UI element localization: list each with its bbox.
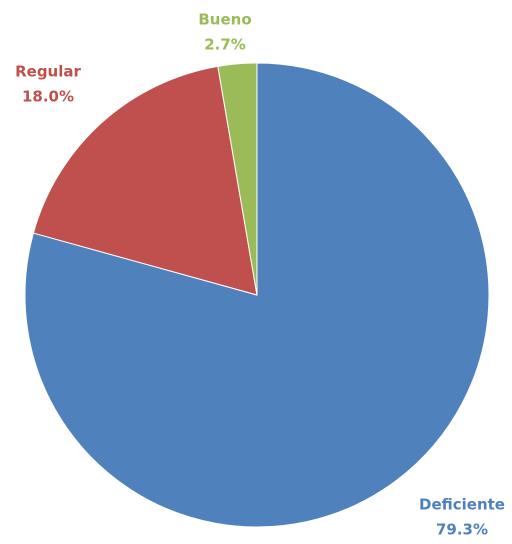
slice-category-label: Regular [15, 63, 81, 81]
slice-category-label: Deficiente [419, 496, 505, 514]
pie-slice [217, 62, 258, 296]
slice-value-label: 79.3% [436, 521, 488, 539]
slice-value-label: 2.7% [204, 36, 246, 54]
slice-category-label: Bueno [198, 11, 251, 29]
pie-slice [32, 65, 258, 296]
slice-value-label: 18.0% [22, 88, 74, 106]
